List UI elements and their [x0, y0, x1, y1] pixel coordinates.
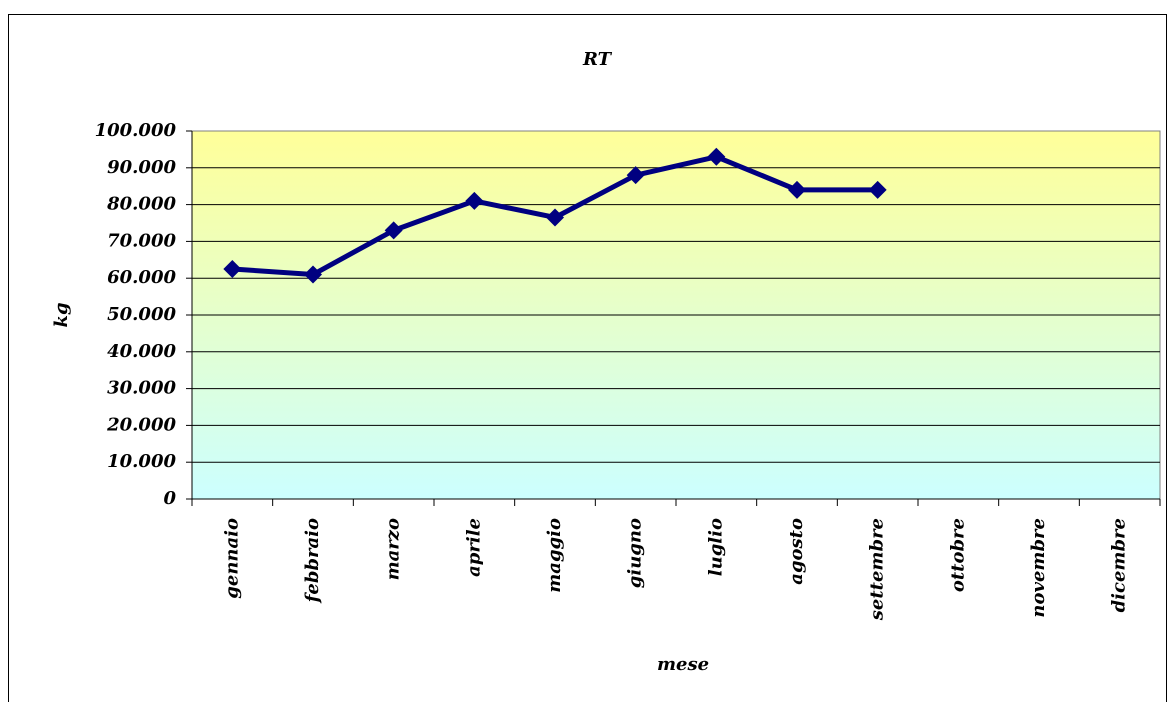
y-tick-label: 60.000: [107, 267, 176, 288]
x-tick-label: maggio: [544, 518, 565, 593]
x-tick-label: giugno: [625, 518, 646, 588]
data-marker: [384, 221, 403, 240]
chart-title: RT: [582, 49, 613, 70]
y-tick-label: 20.000: [106, 414, 176, 435]
x-tick-label: novembre: [1028, 518, 1049, 618]
y-tick-label: 10.000: [107, 451, 176, 472]
data-marker: [707, 147, 726, 166]
y-tick-label: 80.000: [106, 194, 176, 215]
data-marker: [626, 166, 645, 185]
y-axis-label: kg: [51, 302, 72, 327]
x-axis-label: mese: [657, 654, 709, 675]
y-tick-label: 40.000: [107, 341, 176, 362]
x-tick-label: gennaio: [221, 518, 242, 599]
data-marker: [465, 191, 484, 210]
data-marker: [788, 180, 806, 199]
y-tick-label: 90.000: [107, 157, 176, 178]
y-tick-label: 50.000: [107, 304, 176, 325]
x-tick-label: settembre: [867, 518, 888, 621]
x-tick-label: luglio: [705, 518, 726, 576]
y-tick-label: 0: [163, 488, 176, 509]
data-marker: [868, 180, 887, 199]
y-tick-label: 70.000: [107, 230, 176, 251]
y-tick-label: 30.000: [107, 378, 176, 399]
x-tick-label: febbraio: [302, 518, 323, 604]
x-tick-label: marzo: [383, 518, 404, 580]
x-tick-label: aprile: [463, 518, 484, 577]
data-marker: [546, 208, 564, 227]
data-marker: [223, 260, 242, 278]
x-tick-label: agosto: [786, 518, 807, 585]
x-tick-label: ottobre: [947, 518, 968, 592]
x-tick-label: dicembre: [1109, 518, 1130, 612]
y-tick-label: 100.000: [95, 120, 177, 141]
data-marker: [304, 265, 322, 284]
